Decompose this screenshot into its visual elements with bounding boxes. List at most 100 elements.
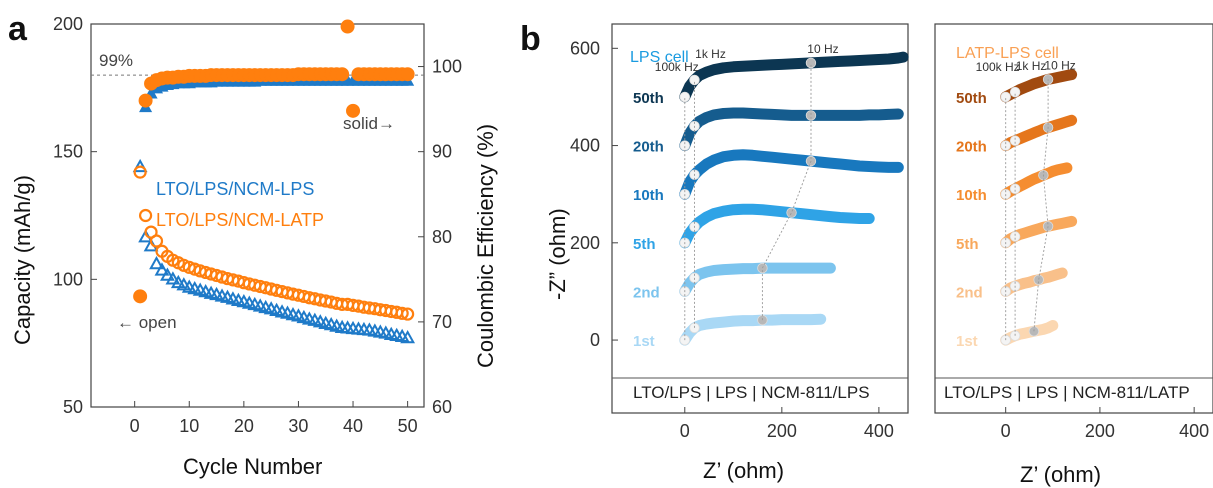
y-tick-label: 100: [53, 269, 83, 289]
eis-lps-bottom-label: LTO/LPS | LPS | NCM-811/LPS: [633, 383, 870, 402]
ce-point-latp: [340, 19, 355, 34]
x-tick-label: 30: [288, 416, 308, 436]
frequency-marker: [679, 91, 690, 103]
panel-a-ylabel-right: Coulombic Efficiency (%): [473, 124, 498, 368]
capacity-point-latp: [133, 165, 147, 179]
ce-point-latp: [346, 103, 361, 118]
ce-point-latp: [335, 67, 350, 82]
legend-entry-lps: LTO/LPS/NCM-LPS: [156, 179, 314, 199]
cycle-label-2nd: 2nd: [633, 284, 660, 301]
cycle-label-1st: 1st: [633, 333, 655, 350]
eis-curve-5th: [679, 203, 875, 249]
eis-curve-20th: [679, 107, 904, 152]
y-tick-label: 0: [590, 330, 600, 350]
eis-curve-2nd: [679, 262, 836, 297]
frequency-marker: [1042, 221, 1054, 232]
freq-label-10: 10 Hz: [1044, 58, 1075, 72]
frequency-marker: [1009, 183, 1021, 195]
panel-a-ticks: 0 10 20 30 40 50 50 100 150 200 60 70 80 90 100: [53, 14, 462, 436]
y-tick-label: 400: [570, 136, 600, 156]
frequency-guide-line: [1033, 79, 1049, 332]
y-tick-label: 50: [63, 397, 83, 417]
y-right-tick-label: 60: [432, 397, 452, 417]
y-right-tick-label: 100: [432, 57, 462, 77]
frequency-marker: [1009, 135, 1021, 146]
cycle-label-10th: 10th: [956, 187, 987, 204]
panel-a-frame: [90, 23, 425, 408]
cycle-label-5th: 5th: [956, 236, 979, 253]
eis-lps-frame: [611, 23, 909, 414]
frequency-marker: [689, 74, 700, 86]
annotation-solid: solid→: [343, 114, 395, 133]
capacity-point-latp: [138, 208, 153, 223]
cycle-label-1st: 1st: [956, 333, 978, 350]
eis-lps-title: LPS cell: [630, 49, 689, 66]
cycle-label-50th: 50th: [956, 90, 987, 107]
x-tick-label: 0: [130, 416, 140, 436]
capacity-point-latp: [395, 306, 409, 320]
eis-lps-xlabel: Z’ (ohm): [703, 458, 784, 483]
y-right-tick-label: 70: [432, 312, 452, 332]
capacity-point-latp: [401, 307, 415, 321]
cycle-label-20th: 20th: [956, 139, 987, 156]
annotation-open: ← open: [117, 313, 177, 332]
y-right-tick-label: 90: [432, 142, 452, 162]
capacity-point-latp: [149, 234, 164, 248]
eis-curve-10th: [679, 149, 904, 200]
panel-a-ylabel: Capacity (mAh/g): [10, 175, 35, 345]
frequency-marker: [1000, 91, 1011, 103]
freq-label-100k: 100k Hz: [655, 60, 699, 74]
frequency-marker: [689, 322, 700, 334]
capacity-point-lps: [149, 255, 164, 270]
x-tick-label: 10: [179, 416, 199, 436]
y-tick-label: 200: [570, 233, 600, 253]
cycle-label-50th: 50th: [633, 90, 664, 107]
x-tick-label: 20: [234, 416, 254, 436]
eis-latp-frame: [934, 23, 1213, 414]
capacity-point-lps: [132, 158, 148, 173]
capacity-point-lps: [400, 330, 416, 344]
cycle-label-10th: 10th: [633, 187, 664, 204]
ce-point-latp: [400, 67, 415, 82]
eis-latp-ticks: 0 200 400: [1001, 407, 1209, 441]
eis-latp-title: LATP-LPS cell: [956, 45, 1059, 62]
capacity-point-lps: [160, 267, 175, 281]
x-tick-label: 0: [680, 421, 690, 441]
panel-a-label: a: [8, 10, 28, 48]
y-tick-label: 600: [570, 38, 600, 58]
frequency-marker: [757, 314, 768, 326]
panel-a-plot-area: [132, 19, 416, 344]
cycle-label-2nd: 2nd: [956, 284, 983, 301]
capacity-point-lps: [154, 262, 170, 276]
eis-latp-bottom-label: LTO/LPS | LPS | NCM-811/LATP: [944, 383, 1190, 402]
freq-label-10: 10 Hz: [807, 42, 838, 56]
frequency-marker: [1009, 86, 1021, 98]
cycle-label-20th: 20th: [633, 139, 664, 156]
freq-label-1k: 1k Hz: [695, 47, 726, 61]
panel-a-xlabel: Cycle Number: [183, 454, 322, 479]
y-right-tick-label: 80: [432, 227, 452, 247]
x-tick-label: 50: [398, 416, 418, 436]
x-tick-label: 200: [767, 421, 797, 441]
y-tick-label: 150: [53, 142, 83, 162]
frequency-marker: [1028, 326, 1040, 337]
frequency-marker: [1009, 231, 1021, 242]
y-tick-label: 200: [53, 14, 83, 34]
reference-line-label: 99%: [99, 51, 133, 70]
freq-label-1k: 1k Hz: [1016, 59, 1047, 73]
ce-point-latp: [138, 93, 153, 108]
x-tick-label: 40: [343, 416, 363, 436]
eis-curve-50th: [679, 51, 909, 103]
frequency-marker: [786, 207, 797, 218]
eis-curve-1st: [679, 313, 827, 346]
frequency-marker: [1033, 274, 1044, 285]
x-tick-label: 200: [1085, 421, 1115, 441]
x-tick-label: 0: [1001, 421, 1011, 441]
ce-point-latp: [133, 289, 148, 304]
eis-latp-xlabel: Z’ (ohm): [1020, 462, 1101, 487]
eis-lps-ticks: 0 200 400 0 200 400 600: [570, 38, 894, 441]
capacity-point-lps: [165, 271, 181, 285]
